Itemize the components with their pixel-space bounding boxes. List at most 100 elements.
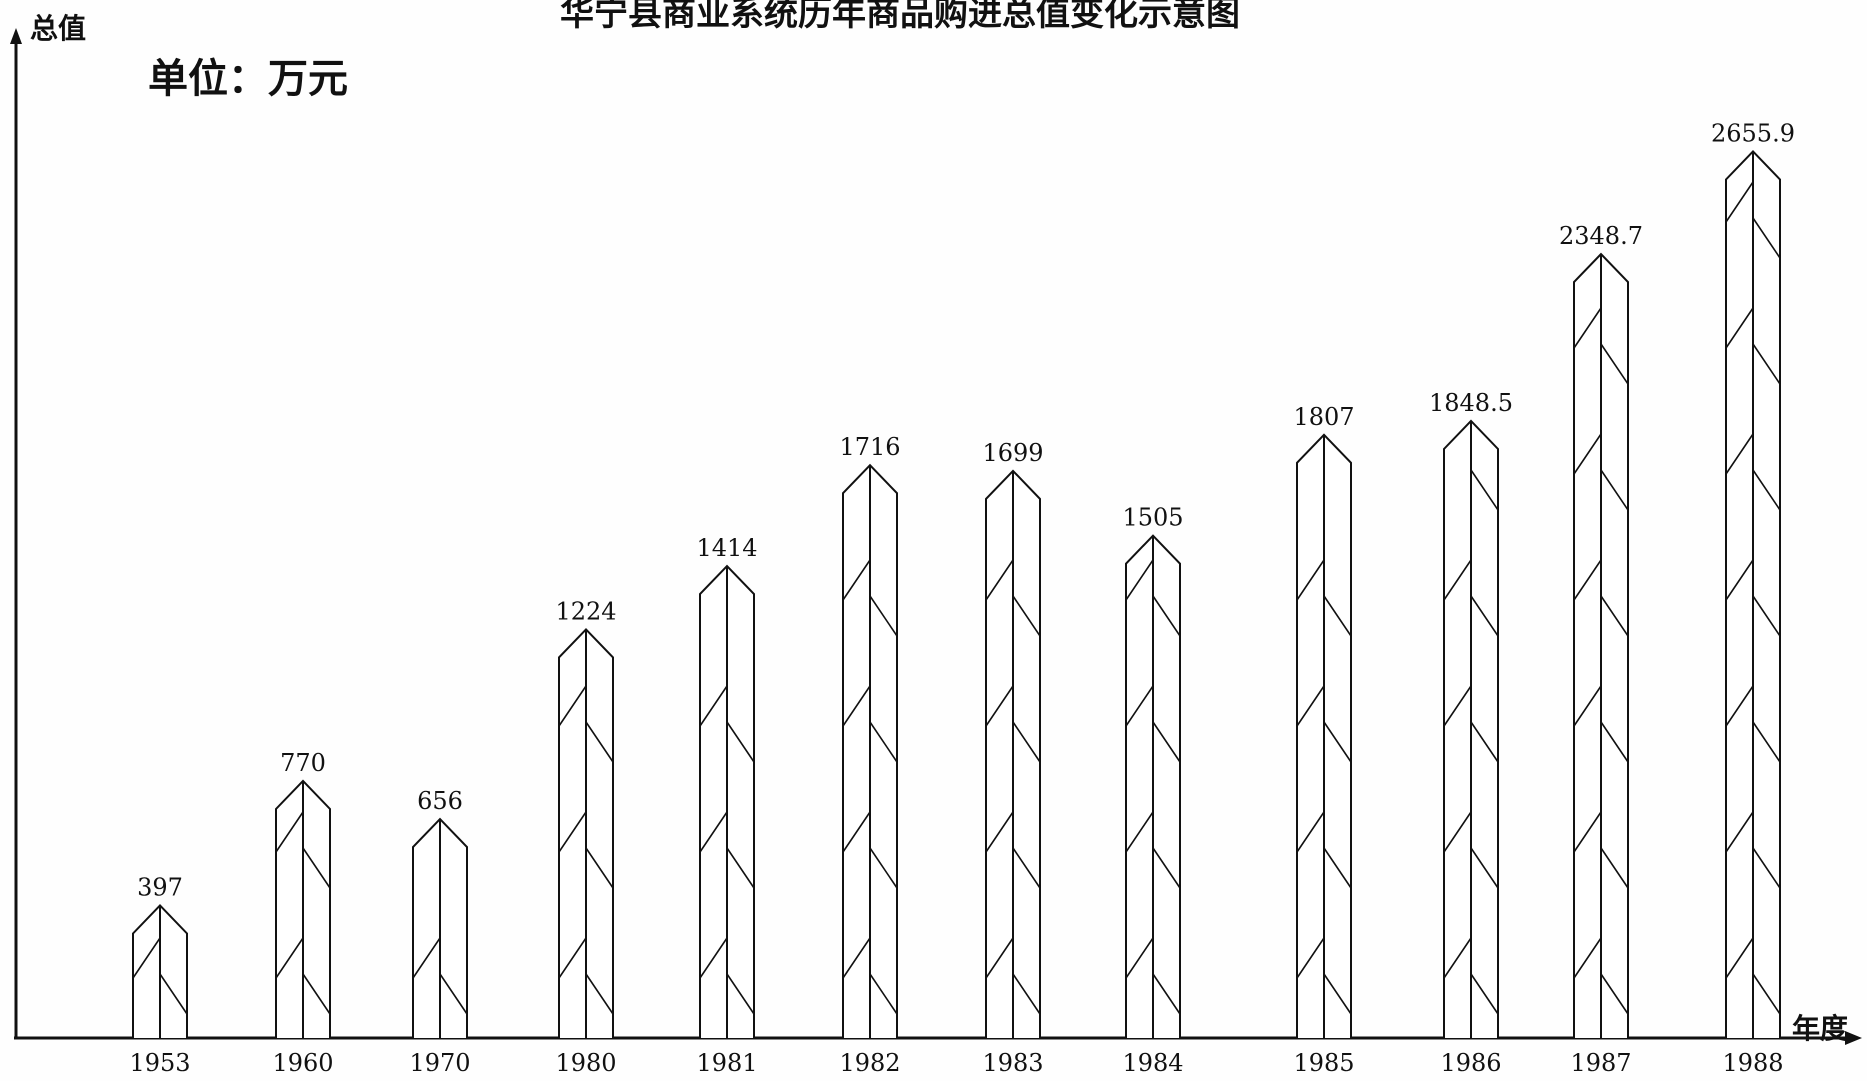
bar-hatch-right [726, 847, 755, 889]
bar-hatch-left [842, 937, 871, 979]
bar-hatch-right [1752, 343, 1781, 385]
bar-hatch-right [1323, 847, 1352, 889]
y-axis-label: 总值 [30, 12, 86, 45]
bar-hatch-left [1573, 307, 1602, 349]
bar-hatch-left [275, 937, 304, 979]
bar-hatch-right [1600, 469, 1629, 511]
bar-hatch-right [1470, 469, 1499, 511]
bar-group: 656 1970 [409, 787, 470, 1077]
bar-hatch-right [585, 847, 614, 889]
bar-hatch-left [985, 937, 1014, 979]
bar-hatch-right [869, 973, 898, 1015]
bar-value-label: 2348.7 [1559, 222, 1643, 250]
bar-hatch-right [1152, 721, 1181, 763]
bar-hatch-left [1296, 685, 1325, 727]
bar-hatch-right [1470, 595, 1499, 637]
bar-hatch-right [1470, 721, 1499, 763]
bar-hatch-right [1752, 217, 1781, 259]
bar-group: 770 1960 [272, 749, 333, 1077]
bar-value-label: 397 [137, 873, 183, 901]
bar-hatch-left [1125, 685, 1154, 727]
bar-value-label: 1505 [1122, 504, 1183, 532]
bar-hatch-left [1443, 685, 1472, 727]
bar-group: 1716 1982 [839, 433, 900, 1077]
x-axis-label: 年度 [1792, 1012, 1848, 1045]
bars-layer: 397 1953 770 1960 656 1970 1224 1980 1414 1981 171… [129, 119, 1795, 1077]
bar-group: 1699 1983 [982, 439, 1043, 1077]
x-tick-label: 1987 [1570, 1049, 1631, 1077]
bar-hatch-left [1443, 559, 1472, 601]
bar-hatch-right [1752, 721, 1781, 763]
bar-hatch-right [585, 973, 614, 1015]
bar-hatch-left [1125, 811, 1154, 853]
y-axis-arrow [10, 28, 22, 44]
bar-hatch-left [558, 685, 587, 727]
x-axis-arrow [1845, 1031, 1862, 1045]
bar-hatch-left [699, 811, 728, 853]
bar-hatch-left [985, 811, 1014, 853]
bar-hatch-left [1125, 937, 1154, 979]
bar-hatch-left [132, 937, 161, 979]
bar-hatch-right [1470, 973, 1499, 1015]
bar-hatch-left [1125, 559, 1154, 601]
bar-group: 1807 1985 [1293, 403, 1354, 1077]
bar-hatch-left [842, 811, 871, 853]
bar-group: 397 1953 [129, 873, 190, 1077]
bar-value-label: 770 [280, 749, 326, 777]
bar-group: 1414 1981 [696, 534, 757, 1077]
bar-hatch-right [439, 973, 468, 1015]
bar-hatch-right [1152, 973, 1181, 1015]
bar-hatch-left [842, 685, 871, 727]
bar-hatch-right [1600, 343, 1629, 385]
bar-hatch-right [869, 595, 898, 637]
bar-hatch-right [159, 973, 188, 1015]
bar-hatch-left [1296, 937, 1325, 979]
bar-hatch-right [1323, 595, 1352, 637]
bar-hatch-left [1573, 685, 1602, 727]
x-tick-label: 1984 [1122, 1049, 1183, 1077]
bar-hatch-left [1573, 937, 1602, 979]
bar-hatch-right [1752, 595, 1781, 637]
bar-hatch-left [1725, 937, 1754, 979]
bar-value-label: 1699 [982, 439, 1043, 467]
bar-hatch-left [985, 685, 1014, 727]
bar-hatch-right [1600, 595, 1629, 637]
bar-hatch-left [699, 685, 728, 727]
bar-hatch-right [1152, 595, 1181, 637]
bar-hatch-left [1573, 811, 1602, 853]
x-tick-label: 1983 [982, 1049, 1043, 1077]
x-tick-label: 1982 [839, 1049, 900, 1077]
bar-hatch-right [302, 847, 331, 889]
bar-value-label: 1716 [839, 433, 900, 461]
bar-hatch-right [1752, 847, 1781, 889]
bar-hatch-right [1752, 469, 1781, 511]
bar-hatch-right [869, 847, 898, 889]
bar-hatch-left [1725, 181, 1754, 223]
bar-value-label: 1224 [555, 597, 616, 625]
x-tick-label: 1988 [1722, 1049, 1783, 1077]
bar-hatch-left [1443, 937, 1472, 979]
bar-hatch-right [726, 973, 755, 1015]
bar-hatch-left [1725, 811, 1754, 853]
bar-value-label: 1414 [696, 534, 757, 562]
x-tick-label: 1970 [409, 1049, 470, 1077]
bar-value-label: 1848.5 [1429, 389, 1513, 417]
bar-hatch-left [1725, 685, 1754, 727]
bar-hatch-right [1600, 847, 1629, 889]
x-tick-label: 1960 [272, 1049, 333, 1077]
bar-hatch-right [302, 973, 331, 1015]
bar-hatch-left [1725, 559, 1754, 601]
bar-hatch-left [1296, 559, 1325, 601]
bar-group: 2348.7 1987 [1559, 222, 1643, 1077]
bar-value-label: 656 [417, 787, 463, 815]
bar-hatch-left [1725, 433, 1754, 475]
bar-hatch-right [1600, 973, 1629, 1015]
bar-hatch-left [985, 559, 1014, 601]
bar-hatch-left [1443, 811, 1472, 853]
bar-hatch-right [1012, 721, 1041, 763]
bar-hatch-right [1323, 721, 1352, 763]
bar-hatch-left [558, 937, 587, 979]
x-tick-label: 1985 [1293, 1049, 1354, 1077]
bar-hatch-right [869, 721, 898, 763]
